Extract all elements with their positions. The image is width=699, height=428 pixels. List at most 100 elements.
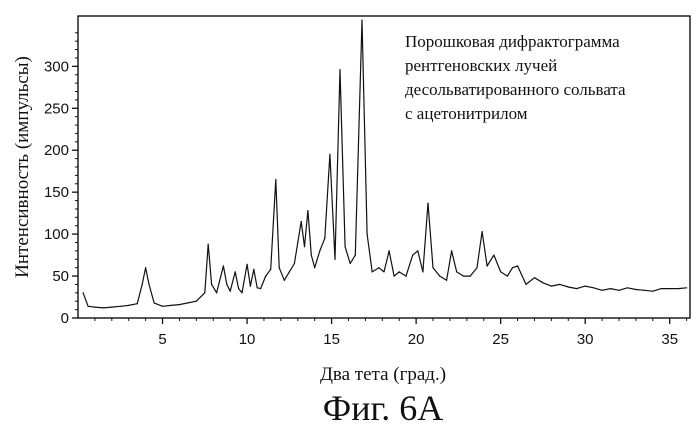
data-point xyxy=(398,271,400,273)
data-point xyxy=(486,265,488,267)
data-point xyxy=(686,287,688,289)
data-point xyxy=(576,288,578,290)
data-point xyxy=(388,250,390,252)
data-point xyxy=(283,279,285,281)
data-point xyxy=(222,265,224,267)
annotation-line-4: с ацетонитрилом xyxy=(405,104,528,123)
data-point xyxy=(153,302,155,304)
data-point xyxy=(354,254,356,256)
y-tick-label: 0 xyxy=(61,310,69,327)
data-point xyxy=(238,288,240,290)
x-tick-label: 5 xyxy=(158,331,166,348)
chart-annotation: Порошковая дифрактограмма рентгеновских … xyxy=(405,32,626,123)
data-point xyxy=(451,250,453,252)
data-point xyxy=(178,304,180,306)
data-point xyxy=(319,250,321,252)
annotation-line-1: Порошковая дифрактограмма xyxy=(405,32,620,51)
data-point xyxy=(324,237,326,239)
data-point xyxy=(314,267,316,269)
data-point xyxy=(119,305,121,307)
data-point xyxy=(265,275,267,277)
data-point xyxy=(339,69,341,71)
data-point xyxy=(270,268,272,270)
data-point xyxy=(511,267,514,269)
data-point xyxy=(293,262,295,265)
data-point xyxy=(141,283,143,285)
y-tick-label: 300 xyxy=(44,58,69,75)
data-point xyxy=(481,231,483,233)
data-point xyxy=(643,289,646,291)
data-point xyxy=(128,304,130,306)
data-point xyxy=(652,290,654,292)
data-point xyxy=(361,19,363,21)
data-point xyxy=(204,292,206,294)
data-point xyxy=(677,288,679,290)
data-point xyxy=(618,289,620,291)
data-point xyxy=(626,287,629,289)
data-point xyxy=(310,254,312,256)
data-point xyxy=(405,275,407,277)
x-axis-title: Два тета (град.) xyxy=(320,364,446,385)
data-point xyxy=(412,254,414,256)
data-point xyxy=(256,287,258,289)
data-point xyxy=(383,271,385,273)
data-point xyxy=(303,246,306,248)
data-point xyxy=(500,271,502,273)
data-point xyxy=(660,288,662,290)
data-point xyxy=(87,305,89,307)
data-point xyxy=(542,282,544,284)
data-point xyxy=(253,268,255,270)
data-point xyxy=(136,303,138,305)
x-tick-label: 25 xyxy=(492,331,509,348)
data-point xyxy=(476,267,478,269)
plot-frame xyxy=(77,15,691,319)
x-tick-label: 20 xyxy=(408,331,425,348)
data-point xyxy=(422,271,424,273)
data-point xyxy=(609,288,612,290)
x-tick-label: 10 xyxy=(239,331,256,348)
y-tick-label: 50 xyxy=(52,268,69,285)
data-point xyxy=(439,275,441,277)
data-point xyxy=(288,271,290,273)
data-point xyxy=(249,285,251,287)
data-point xyxy=(246,263,248,265)
data-point xyxy=(559,283,561,285)
data-point xyxy=(493,254,495,256)
data-point xyxy=(427,202,429,204)
data-point xyxy=(297,241,299,244)
data-point xyxy=(366,233,368,235)
data-point xyxy=(417,250,419,252)
data-point xyxy=(456,271,458,273)
data-point xyxy=(533,277,536,279)
y-tick-label: 100 xyxy=(44,226,69,243)
data-point xyxy=(195,300,197,302)
data-point xyxy=(260,288,262,290)
data-point xyxy=(102,307,104,309)
data-point xyxy=(525,283,527,285)
data-point xyxy=(669,288,671,290)
y-tick-label: 200 xyxy=(44,142,69,159)
x-tick-label: 30 xyxy=(577,331,594,348)
data-point xyxy=(329,153,331,155)
x-axis-ticks: 5 10 15 20 25 30 35 xyxy=(94,318,688,348)
x-tick-label: 35 xyxy=(661,331,678,348)
data-point xyxy=(241,292,243,294)
diffractogram-line xyxy=(82,19,687,309)
data-point xyxy=(469,275,471,277)
data-point xyxy=(462,275,465,277)
data-point xyxy=(601,289,603,291)
data-point xyxy=(111,306,113,308)
data-point xyxy=(229,290,231,292)
data-point xyxy=(275,179,277,181)
series-layer xyxy=(82,19,688,309)
data-point xyxy=(82,292,84,294)
data-point xyxy=(378,267,380,269)
data-point xyxy=(393,275,395,277)
data-point xyxy=(216,292,218,294)
data-point xyxy=(161,305,164,307)
data-point xyxy=(226,283,228,285)
x-tick-label: 15 xyxy=(323,331,340,348)
data-point xyxy=(593,287,595,289)
plot-border xyxy=(77,15,691,319)
